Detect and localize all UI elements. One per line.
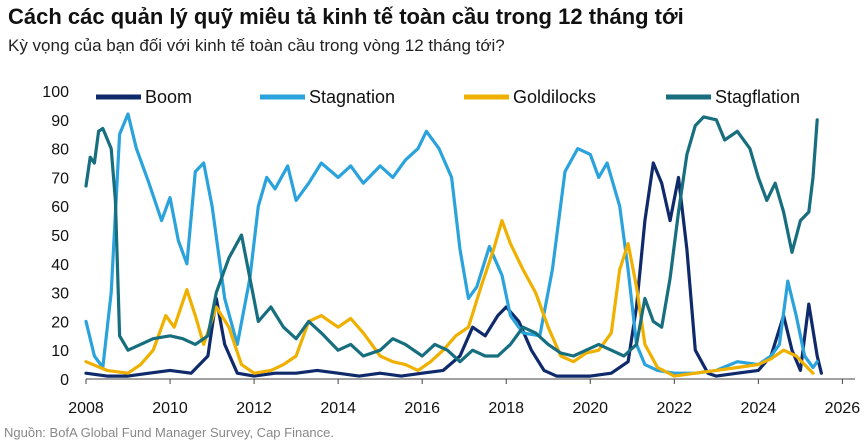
legend-label-stagflation: Stagflation	[715, 87, 800, 107]
source-note: Nguồn: BofA Global Fund Manager Survey, …	[4, 425, 335, 440]
y-tick-label: 0	[60, 372, 69, 389]
y-tick-label: 80	[51, 142, 69, 159]
legend-label-goldilocks: Goldilocks	[513, 87, 596, 107]
x-tick-label: 2008	[68, 400, 104, 417]
x-tick-label: 2026	[825, 400, 861, 417]
legend-label-stagnation: Stagnation	[309, 87, 395, 107]
axis-layer: 0 10 20 30 40 50 60 70 80 90 100 2008 2010 2012 2014 20…	[42, 84, 860, 417]
x-tick-label: 2016	[404, 400, 440, 417]
legend-label-boom: Boom	[145, 87, 192, 107]
x-tick-label: 2012	[236, 400, 272, 417]
y-tick-label: 50	[51, 228, 69, 245]
y-tick-label: 90	[51, 113, 69, 130]
x-tick-label: 2014	[320, 400, 356, 417]
x-tick-label: 2010	[152, 400, 188, 417]
y-tick-label: 30	[51, 286, 69, 303]
x-tick-label: 2022	[657, 400, 693, 417]
x-tick-label: 2020	[572, 400, 608, 417]
series-layer	[84, 112, 823, 378]
legend: Boom Stagnation Goldilocks Stagflation	[96, 87, 800, 107]
y-tick-label: 70	[51, 170, 69, 187]
y-tick-label: 20	[51, 314, 69, 331]
chart-title: Cách các quản lý quỹ miêu tả kinh tế toà…	[8, 4, 684, 29]
y-tick-label: 10	[51, 343, 69, 360]
x-tick-label: 2018	[488, 400, 524, 417]
y-tick-label: 60	[51, 199, 69, 216]
y-tick-label: 100	[42, 84, 69, 101]
series-line-boom	[84, 161, 823, 378]
x-tick-label: 2024	[741, 400, 777, 417]
chart-subtitle: Kỳ vọng của bạn đối với kinh tế toàn cầu…	[8, 36, 505, 55]
y-tick-label: 40	[51, 257, 69, 274]
series-line-stagnation	[84, 112, 819, 375]
series-line-stagflation	[84, 115, 819, 364]
